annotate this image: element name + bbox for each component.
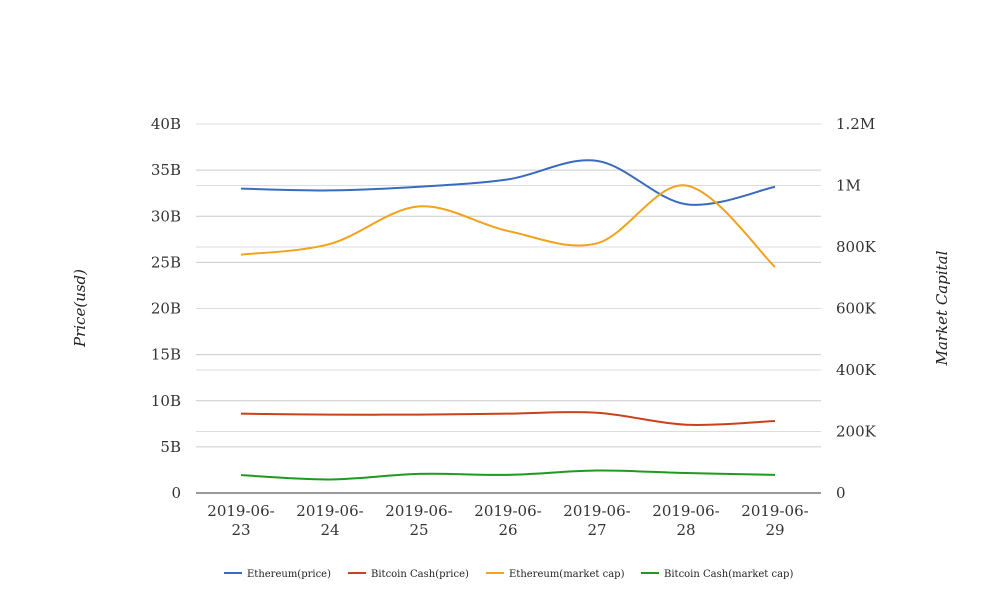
x-tick-label-line: 2019-06- — [474, 502, 541, 520]
x-tick-label: 2019-06-24 — [296, 502, 363, 539]
left-y-tick-label: 10B — [151, 392, 181, 410]
right-y-tick-label: 200K — [836, 423, 877, 441]
x-tick-label-line: 27 — [587, 521, 606, 539]
legend-item-label: Ethereum(market cap) — [509, 569, 625, 580]
legend-item-label: Bitcoin Cash(market cap) — [664, 569, 793, 580]
legend-item-label: Ethereum(price) — [247, 569, 331, 580]
x-tick-label: 2019-06-26 — [474, 502, 541, 539]
left-y-tick-label: 25B — [151, 253, 181, 271]
left-y-tick-label: 30B — [151, 207, 181, 225]
x-tick-label-line: 29 — [765, 521, 784, 539]
left-y-tick-label: 20B — [151, 300, 181, 318]
x-tick-label-line: 2019-06- — [207, 502, 274, 520]
x-tick-label-line: 26 — [498, 521, 517, 539]
left-y-tick-label: 35B — [151, 161, 181, 179]
series-line-ethereum-price — [240, 159, 776, 206]
x-tick-label: 2019-06-28 — [652, 502, 719, 539]
x-tick-label-line: 2019-06- — [563, 502, 630, 520]
right-y-tick-label: 600K — [836, 300, 877, 318]
series-line-bitcoin-cash-price — [240, 411, 776, 426]
x-tick-label-line: 28 — [676, 521, 695, 539]
x-tick-label-line: 2019-06- — [652, 502, 719, 520]
right-y-tick-label: 0 — [836, 484, 846, 502]
right-axis-title: Market Capital — [933, 250, 951, 366]
series-line-bitcoin-cash-market-cap — [240, 469, 776, 481]
x-axis: 2019-06-232019-06-242019-06-252019-06-26… — [196, 492, 821, 539]
x-tick-label-line: 24 — [320, 521, 339, 539]
legend-item-label: Bitcoin Cash(price) — [371, 569, 469, 580]
x-tick-label-line: 2019-06- — [741, 502, 808, 520]
left-y-tick-label: 0 — [171, 484, 181, 502]
x-tick-label: 2019-06-25 — [385, 502, 452, 539]
left-y-tick-label: 40B — [151, 115, 181, 133]
x-tick-label: 2019-06-23 — [207, 502, 274, 539]
left-y-tick-label: 5B — [160, 438, 181, 456]
right-y-tick-label: 1.2M — [836, 115, 875, 133]
x-tick-label-line: 23 — [231, 521, 250, 539]
x-tick-label: 2019-06-29 — [741, 502, 808, 539]
left-axis-title: Price(usd) — [71, 269, 89, 348]
x-tick-label-line: 2019-06- — [296, 502, 363, 520]
right-y-tick-label: 400K — [836, 361, 877, 379]
right-y-tick-label: 800K — [836, 238, 877, 256]
series-lines — [240, 159, 776, 481]
series-line-ethereum-market-cap — [240, 184, 776, 268]
x-tick-label-line: 2019-06- — [385, 502, 452, 520]
legend: Ethereum(price) Bitcoin Cash(price) Ethere… — [224, 569, 793, 580]
x-tick-label-line: 25 — [409, 521, 428, 539]
left-y-tick-label: 15B — [151, 346, 181, 364]
right-y-axis-ticks: 0 200K 400K 600K 800K 1M 1.2M — [836, 115, 877, 502]
right-y-tick-label: 1M — [836, 177, 861, 195]
x-tick-label: 2019-06-27 — [563, 502, 630, 539]
left-y-axis-ticks: 0 5B 10B 15B 20B 25B 30B 35B 40B — [151, 115, 181, 502]
grid-lines — [196, 123, 821, 448]
